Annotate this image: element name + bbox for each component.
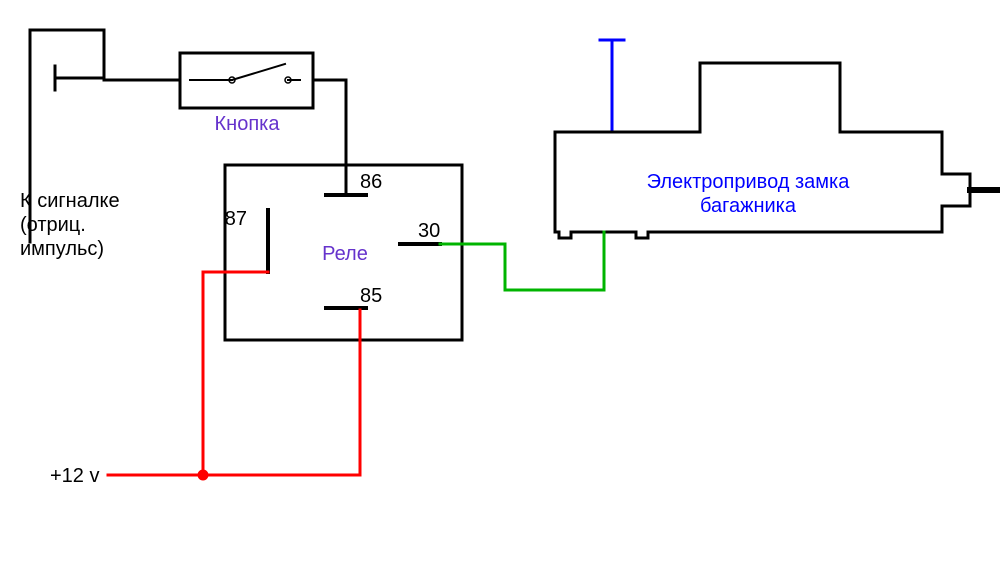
label-actuator-2: багажника bbox=[700, 195, 797, 217]
wire-green-30-to-actuator bbox=[440, 238, 604, 290]
label-relay: Реле bbox=[322, 243, 368, 265]
label-alarm-1: К сигналке bbox=[20, 190, 120, 212]
label-alarm-2: (отриц. bbox=[20, 214, 86, 236]
wire-red-87-85-loop bbox=[203, 272, 360, 475]
label-actuator-1: Электропривод замка bbox=[647, 171, 851, 193]
label-pin85: 85 bbox=[360, 285, 382, 307]
label-pin86: 86 bbox=[360, 171, 382, 193]
label-pin87: 87 bbox=[225, 208, 247, 230]
wire-switch-to-86 bbox=[313, 80, 346, 195]
label-12v: +12 v bbox=[50, 465, 99, 487]
switch-arm bbox=[232, 64, 285, 80]
label-alarm-3: импульс) bbox=[20, 238, 104, 260]
wiring-diagram: Кнопка Реле 86 87 30 85 +12 v К сигналке(отриц.… bbox=[0, 0, 1000, 568]
label-pin30: 30 bbox=[418, 220, 440, 242]
node-12v bbox=[198, 470, 208, 480]
label-button: Кнопка bbox=[215, 113, 281, 135]
